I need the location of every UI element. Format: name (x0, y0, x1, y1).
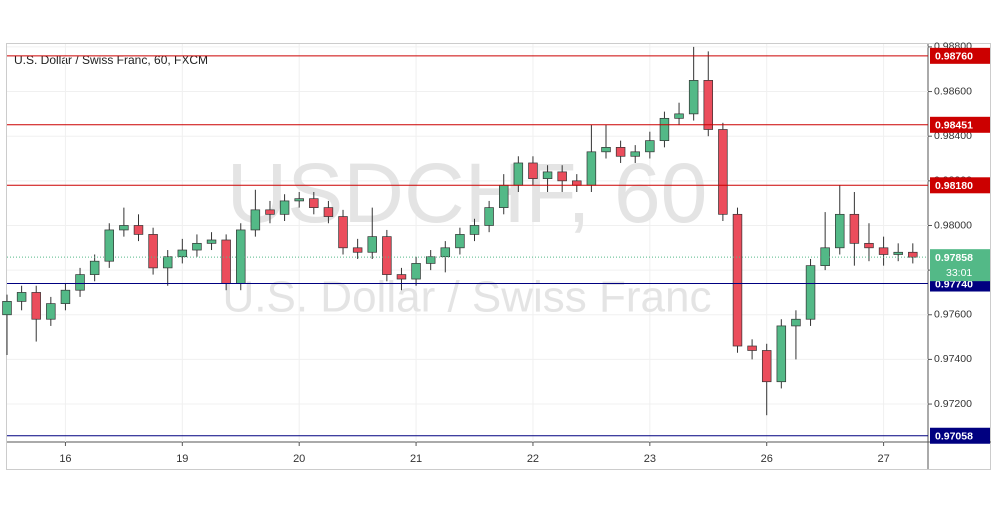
candle-body (688, 80, 699, 115)
candle-body (119, 225, 129, 231)
candle-body (572, 180, 582, 186)
candle-body (367, 236, 377, 253)
watermark-name: U.S. Dollar / Swiss Franc (223, 273, 712, 322)
candle-body (206, 239, 217, 244)
candle-body (513, 162, 524, 186)
x-tick-label: 19 (176, 453, 188, 465)
candle-body (849, 213, 860, 244)
candle-body (46, 303, 56, 320)
level-label-box (930, 427, 990, 444)
candle-body (250, 209, 261, 231)
candle-body (382, 236, 392, 275)
candle-body (542, 171, 553, 179)
candle-body (440, 247, 451, 258)
watermark: USDCHF, 60 U.S. Dollar / Swiss Franc (223, 146, 712, 321)
candle-body (761, 350, 772, 383)
level-label: 0.98451 (935, 120, 973, 132)
candle-body (484, 207, 494, 226)
y-tick-label: 0.97400 (934, 353, 972, 365)
candle-body (630, 151, 640, 157)
candle-body (279, 200, 290, 215)
level-label-box (930, 116, 990, 133)
candle-body (338, 216, 348, 249)
candle-body (835, 213, 845, 249)
countdown: 33:01 (946, 267, 972, 279)
candle-body (60, 289, 71, 304)
candle-body (221, 239, 231, 284)
y-tick-label: 0.97600 (934, 309, 972, 321)
candle-body (805, 265, 816, 320)
x-tick-label: 22 (527, 453, 539, 465)
candle-body (425, 256, 436, 264)
candle-body (659, 117, 670, 142)
level-label: 0.97058 (935, 431, 973, 443)
candle-body (265, 209, 275, 215)
candle-body (528, 162, 538, 179)
candle-body (586, 151, 597, 186)
candle-body (455, 234, 465, 249)
candle-body (396, 274, 407, 280)
y-tick-label: 0.98000 (934, 219, 972, 231)
level-label: 0.98760 (935, 51, 973, 63)
level-label: 0.98180 (935, 180, 973, 192)
candle-body (89, 260, 100, 275)
x-tick-label: 20 (293, 453, 305, 465)
candle-body (674, 113, 684, 119)
candle-body (776, 325, 787, 383)
candle-body (893, 251, 903, 255)
candle-body (645, 140, 655, 153)
x-tick-label: 27 (877, 453, 889, 465)
x-tick-label: 21 (410, 453, 422, 465)
candle-body (878, 247, 889, 255)
y-tick-label: 0.98400 (934, 130, 972, 142)
candle-body (718, 129, 728, 215)
candle-body (469, 225, 480, 235)
x-tick-label: 23 (644, 453, 656, 465)
candle-body (732, 213, 743, 347)
level-label-box (930, 177, 990, 194)
candle-body (411, 263, 421, 280)
candle-body (294, 198, 304, 202)
candle-body (148, 234, 158, 269)
candle-body (309, 198, 319, 208)
candle-body (177, 249, 188, 258)
candle-body (323, 207, 334, 217)
level-label: 0.97740 (935, 278, 973, 290)
last-price-label: 0.97858 (935, 252, 973, 264)
candle-body (31, 292, 41, 320)
watermark-symbol: USDCHF, 60 (227, 146, 708, 240)
candle-body (747, 345, 757, 351)
candle-body (820, 247, 830, 267)
candle-body (601, 147, 611, 153)
x-tick-label: 16 (59, 453, 71, 465)
candle-body (2, 301, 12, 316)
candle-body (162, 256, 173, 269)
level-label-box (930, 47, 990, 64)
candle-body (703, 80, 714, 130)
candle-body (104, 229, 115, 262)
candle-body (192, 242, 202, 251)
candle-body (615, 147, 626, 157)
last-price-box (930, 249, 990, 282)
candle-body (16, 292, 27, 302)
candle-body (498, 184, 509, 208)
candle-body (908, 251, 918, 258)
candle-body (557, 171, 567, 182)
candle-body (236, 229, 246, 284)
candle-body (864, 242, 874, 249)
y-tick-label: 0.98600 (934, 85, 972, 97)
candle-body (133, 225, 144, 235)
candle-body (352, 247, 363, 253)
candle-body (75, 274, 85, 291)
y-tick-label: 0.97200 (934, 398, 972, 410)
chart-title: U.S. Dollar / Swiss Franc, 60, FXCM (14, 53, 208, 67)
candle-body (791, 318, 801, 327)
x-tick-label: 26 (761, 453, 773, 465)
